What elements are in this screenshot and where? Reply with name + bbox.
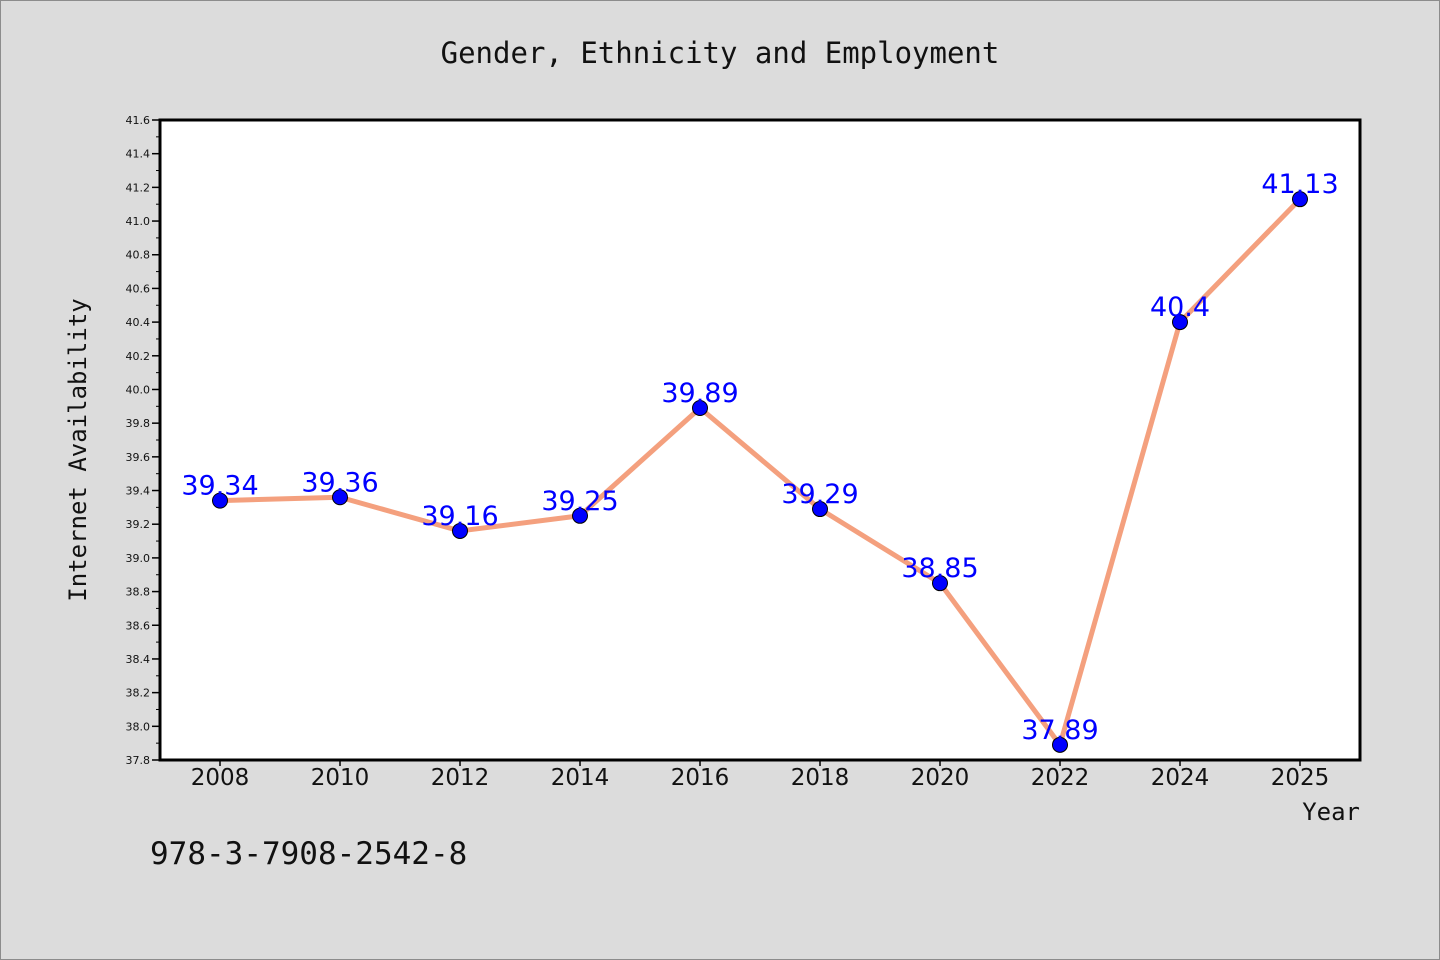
data-point <box>332 489 348 506</box>
data-point <box>212 492 228 509</box>
y-tick-label: 37.8 <box>126 754 151 767</box>
x-tick-label: 2024 <box>1151 765 1210 791</box>
data-label: 37.89 <box>1021 715 1098 746</box>
data-label: 39.29 <box>781 479 858 510</box>
data-label: 39.25 <box>541 486 618 517</box>
y-tick-label: 39.8 <box>126 417 151 430</box>
x-tick-label: 2008 <box>191 765 250 791</box>
y-tick-label: 38.8 <box>126 586 151 599</box>
data-label: 39.34 <box>181 471 258 502</box>
y-tick-label: 39.0 <box>126 552 151 565</box>
data-label: 40.4 <box>1150 292 1210 323</box>
data-points <box>212 191 1308 753</box>
y-tick-label: 39.4 <box>126 485 151 498</box>
y-tick-label: 38.4 <box>126 653 151 666</box>
y-tick-label: 41.6 <box>126 114 151 127</box>
y-tick-label: 41.2 <box>126 181 151 194</box>
data-label: 39.89 <box>661 378 738 409</box>
y-tick-label: 38.0 <box>126 720 151 733</box>
data-label: 39.16 <box>421 501 498 532</box>
x-tick-label: 2020 <box>911 765 970 791</box>
data-point <box>572 507 588 524</box>
x-tick-label: 2014 <box>551 765 610 791</box>
data-point <box>1292 191 1308 208</box>
y-tick-label: 40.0 <box>126 383 151 396</box>
y-tick-label: 38.6 <box>126 619 151 632</box>
data-point <box>1172 314 1188 331</box>
data-label: 41.13 <box>1261 169 1338 200</box>
x-axis: 2008 2010 2012 2014 2016 2018 2020 2022 2024 2025 <box>191 760 1330 791</box>
chart-title: Gender, Ethnicity and Employment <box>441 36 1000 70</box>
x-tick-label: 2018 <box>791 765 850 791</box>
y-axis-label: Internet Availability <box>64 298 92 601</box>
plot-area <box>158 118 1362 762</box>
x-tick-label: 2025 <box>1271 765 1330 791</box>
data-point <box>932 575 948 592</box>
y-tick-label: 38.2 <box>126 687 151 700</box>
y-tick-label: 41.0 <box>126 215 151 228</box>
series-line <box>217 196 1303 748</box>
data-point <box>1052 736 1068 753</box>
x-axis-label: Year <box>1302 798 1360 826</box>
x-tick-label: 2012 <box>431 765 490 791</box>
y-tick-label: 40.4 <box>126 316 151 329</box>
x-tick-label: 2010 <box>311 765 370 791</box>
x-tick-label: 2022 <box>1031 765 1090 791</box>
y-tick-label: 41.4 <box>126 148 151 161</box>
x-tick-label: 2016 <box>671 765 730 791</box>
y-tick-label: 40.6 <box>126 282 151 295</box>
data-label: 38.85 <box>901 553 978 584</box>
data-label: 39.36 <box>301 467 378 498</box>
isbn-text: 978-3-7908-2542-8 <box>150 836 467 872</box>
y-tick-label: 40.2 <box>126 350 151 363</box>
y-tick-label: 39.6 <box>126 451 151 464</box>
y-axis: 37.8 38.0 38.2 38.4 38.6 38.8 39.0 39.2 39.4 39.6… <box>126 114 160 767</box>
y-tick-label: 39.2 <box>126 518 151 531</box>
data-labels: 39.34 39.36 39.16 39.25 39.89 39.29 38.85 37.89… <box>181 169 1338 746</box>
series-polyline <box>217 196 1303 748</box>
y-tick-label: 40.8 <box>126 249 151 262</box>
data-point <box>452 522 468 539</box>
data-point <box>692 400 708 416</box>
data-point <box>812 501 828 518</box>
